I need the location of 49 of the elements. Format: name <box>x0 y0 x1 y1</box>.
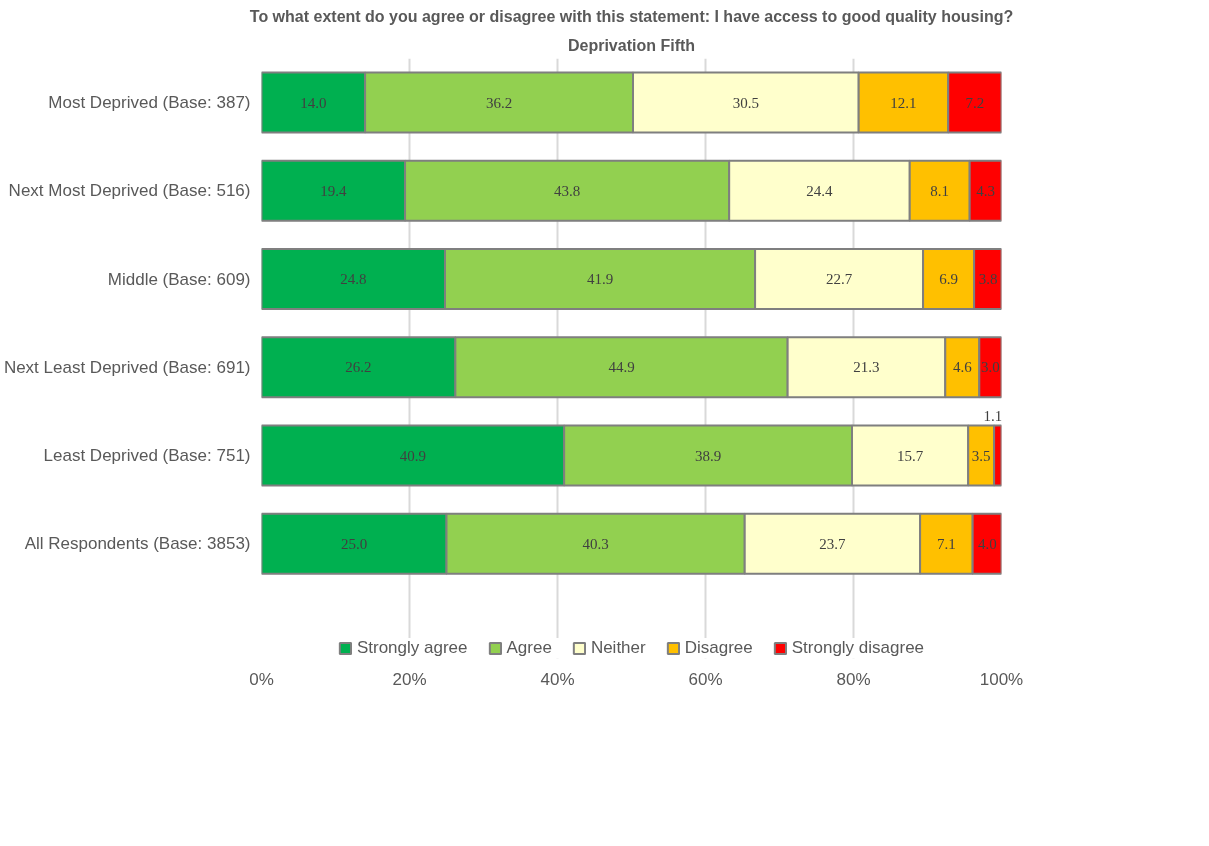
x-tick-label: 0% <box>249 669 274 689</box>
x-tick-label: 20% <box>392 669 427 689</box>
data-label: 26.2 <box>345 359 372 376</box>
data-label: 38.9 <box>694 447 722 464</box>
data-label: 3.0 <box>981 359 1000 376</box>
data-label: 44.9 <box>608 359 635 376</box>
legend-label: Agree <box>506 638 552 658</box>
y-tick-label: Middle (Base: 609) <box>107 269 251 289</box>
legend-label: Neither <box>590 638 646 658</box>
data-label: 14.0 <box>300 94 327 111</box>
data-label: 30.5 <box>732 94 759 111</box>
x-tick-label: 80% <box>836 669 871 689</box>
data-label: 4.3 <box>976 182 995 199</box>
y-tick-label: Least Deprived (Base: 751) <box>43 446 251 466</box>
data-label: 6.9 <box>939 271 958 288</box>
data-label: 24.4 <box>806 182 834 199</box>
data-label: 3.5 <box>971 447 991 464</box>
data-label: 36.2 <box>485 94 513 111</box>
data-label: 7.2 <box>965 94 985 111</box>
data-label: 43.8 <box>553 182 581 199</box>
chart-subtitle: Deprivation Fifth <box>567 36 696 54</box>
y-tick-label: Most Deprived (Base: 387) <box>48 93 251 113</box>
data-label: 22.7 <box>825 271 853 288</box>
x-tick-label: 40% <box>540 669 575 689</box>
data-label: 24.8 <box>340 271 367 288</box>
x-tick-label: 100% <box>979 669 1024 689</box>
legend-label: Strongly disagree <box>791 638 925 658</box>
data-label: 3.8 <box>978 271 998 288</box>
data-label: 7.1 <box>936 535 956 552</box>
legend-label: Disagree <box>684 638 753 658</box>
data-label: 12.1 <box>890 94 917 111</box>
y-tick-label: Next Most Deprived (Base: 516) <box>8 181 251 201</box>
data-label: 8.1 <box>930 182 950 199</box>
data-label: 21.3 <box>853 359 880 376</box>
data-label: 41.9 <box>586 271 614 288</box>
data-label: 19.4 <box>320 182 347 199</box>
data-label: 4.6 <box>952 359 973 376</box>
legend-label: Strongly agree <box>356 638 468 658</box>
y-tick-label: All Respondents (Base: 3853) <box>24 534 251 554</box>
data-label: 23.7 <box>819 535 847 552</box>
data-label: 15.7 <box>896 447 924 464</box>
data-label: 40.3 <box>582 535 609 552</box>
y-tick-label: Next Least Deprived (Base: 691) <box>3 357 251 377</box>
data-label: 4.0 <box>978 535 997 552</box>
data-label: 1.1 <box>983 407 1003 424</box>
data-label: 40.9 <box>399 447 426 464</box>
chart-title: To what extent do you agree or disagree with this statement: I have access to good quality housing? <box>249 7 1014 25</box>
x-tick-label: 60% <box>688 669 723 689</box>
data-label: 25.0 <box>340 535 368 552</box>
